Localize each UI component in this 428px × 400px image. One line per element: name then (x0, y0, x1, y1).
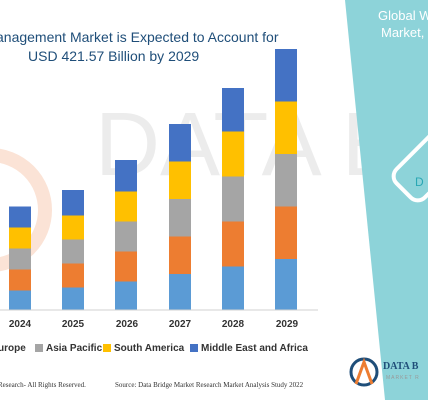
panel-text-line-3: D (415, 175, 424, 189)
bar-2027-segment-4 (169, 161, 191, 199)
bar-2024-segment-5 (9, 206, 31, 228)
bar-2025-segment-3 (62, 239, 84, 264)
bar-2029-segment-2 (275, 206, 297, 259)
bar-2026-segment-5 (115, 160, 137, 192)
legend-label-europe: urope (0, 343, 26, 354)
x-tick-label-2027: 2027 (168, 319, 192, 330)
chart-title-line-2: USD 421.57 Billion by 2029 (28, 48, 200, 64)
bar-2027-segment-2 (169, 236, 191, 274)
bar-2028-segment-4 (222, 131, 244, 177)
bar-2027-segment-5 (169, 124, 191, 162)
bar-2025-segment-4 (62, 215, 84, 240)
watermark-logo-shape (0, 148, 52, 272)
side-panel-shape (345, 0, 428, 400)
panel-text-line-2: Market, (381, 25, 425, 40)
bar-2024-segment-4 (9, 227, 31, 249)
footer-source: Source: Data Bridge Market Research Mark… (115, 381, 304, 389)
bar-2029-segment-5 (275, 49, 297, 102)
legend-swatch-asia-pacific (35, 344, 43, 352)
chart-title-line-1: anagement Market is Expected to Account … (0, 29, 279, 45)
bar-2027-segment-3 (169, 199, 191, 237)
bar-2025-segment-1 (62, 287, 84, 310)
bar-2024-segment-2 (9, 269, 31, 291)
bar-2026-segment-2 (115, 251, 137, 282)
bar-2024-segment-3 (9, 248, 31, 270)
bar-2028-segment-2 (222, 221, 244, 267)
legend-swatch-middle-east-africa (190, 344, 198, 352)
legend-item-middle-east-africa: Middle East and Africa (190, 343, 308, 354)
bar-2025-segment-2 (62, 263, 84, 288)
x-tick-label-2028: 2028 (221, 319, 245, 330)
bar-2024-segment-1 (9, 290, 31, 310)
logo-subtitle: MARKET R (386, 375, 420, 381)
legend-item-europe: urope (0, 343, 26, 354)
x-tick-label-2024: 2024 (8, 319, 32, 330)
footer-copyright: Research- All Rights Reserved. (0, 381, 86, 389)
legend-label-asia-pacific: Asia Pacific (46, 343, 103, 354)
bar-2028-segment-1 (222, 266, 244, 310)
logo-name: DATA B (383, 361, 419, 372)
bar-2029-segment-4 (275, 101, 297, 154)
x-tick-label-2029: 2029 (275, 319, 299, 330)
legend-swatch-south-america (103, 344, 111, 352)
bar-2026-segment-1 (115, 281, 137, 310)
logo-icon (349, 357, 379, 387)
bar-2027-segment-1 (169, 274, 191, 310)
legend-item-south-america: South America (103, 343, 184, 354)
panel-text-line-1: Global W (378, 8, 428, 23)
bar-2025-segment-5 (62, 190, 84, 216)
legend-label-south-america: South America (114, 343, 185, 354)
bar-2028-segment-3 (222, 176, 244, 222)
x-tick-label-2026: 2026 (115, 319, 139, 330)
bar-2029-segment-3 (275, 154, 297, 207)
bar-2029-segment-1 (275, 259, 297, 310)
bar-2028-segment-5 (222, 88, 244, 132)
side-panel: Global W Market, D (345, 0, 428, 400)
panel-decoration (391, 107, 428, 203)
legend-item-asia-pacific: Asia Pacific (35, 343, 102, 354)
bar-2026-segment-3 (115, 221, 137, 252)
bar-2026-segment-4 (115, 191, 137, 222)
x-tick-label-2025: 2025 (61, 319, 85, 330)
legend-label-middle-east-africa: Middle East and Africa (201, 343, 308, 354)
